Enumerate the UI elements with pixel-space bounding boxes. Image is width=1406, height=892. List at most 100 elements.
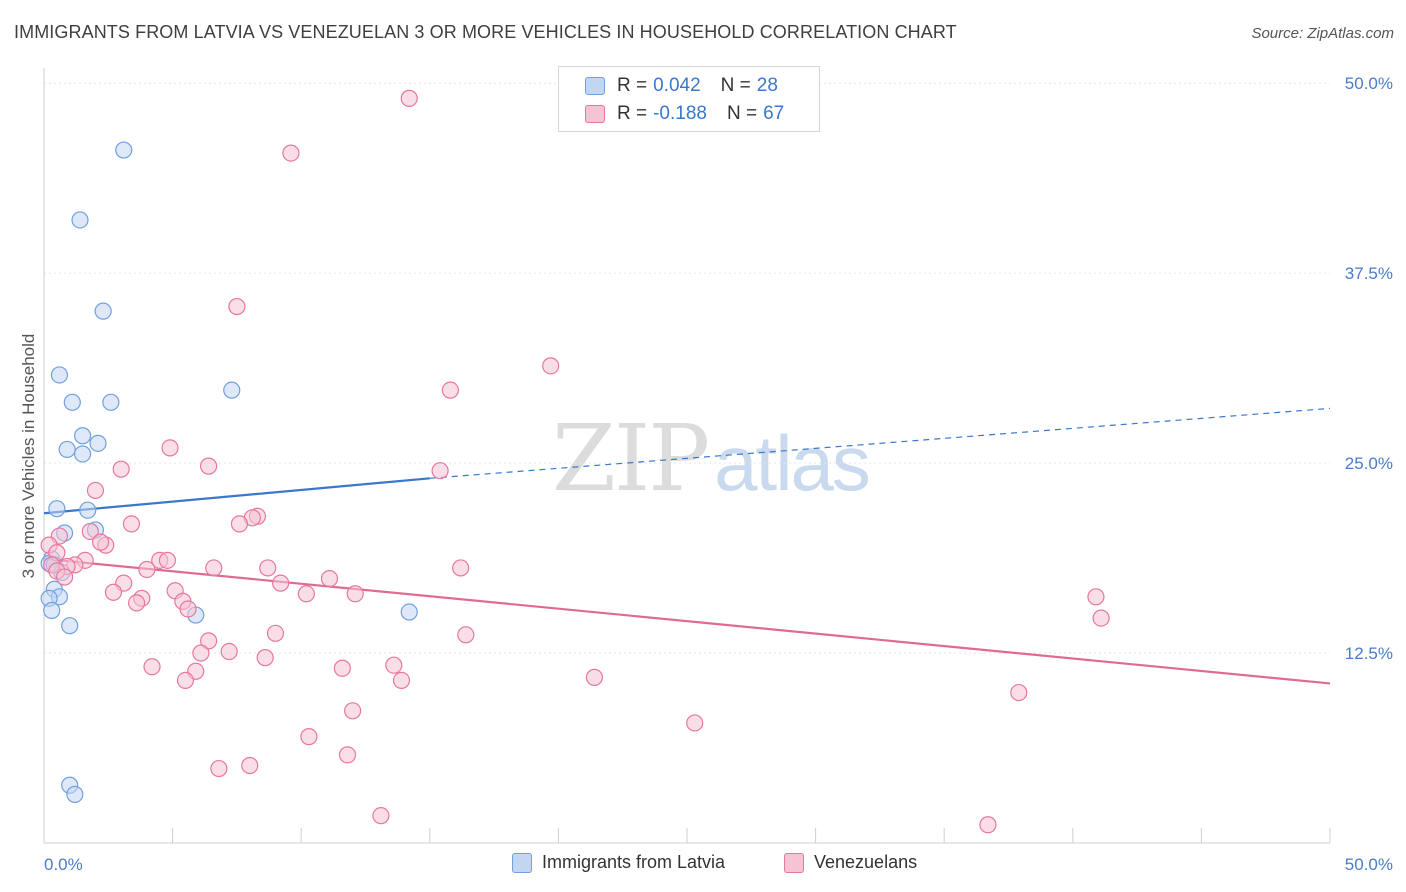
legend-row-latvia: R = 0.042 N = 28: [585, 73, 778, 99]
venezuela-point: [1092, 609, 1110, 627]
venezuela-point: [192, 644, 210, 662]
x-tick-label-max: 50.0%: [1345, 855, 1393, 874]
legend-swatch-latvia: [585, 77, 605, 95]
venezuela-points: [40, 89, 1110, 834]
trend-lines: [43, 407, 1331, 685]
venezuela-point: [127, 594, 146, 612]
venezuela-point: [176, 671, 195, 690]
venezuela-point: [200, 457, 218, 475]
legend-n-label: N =: [726, 103, 758, 124]
latvia-point: [71, 211, 89, 229]
latvia-point: [79, 501, 97, 519]
venezuela-point: [372, 807, 390, 825]
venezuela-point: [431, 462, 449, 480]
venezuela-point: [338, 746, 357, 764]
venezuela-point: [210, 759, 228, 778]
trend-line-solid: [43, 557, 1331, 685]
y-tick-label: 50.0%: [1345, 74, 1393, 93]
venezuela-point: [333, 659, 351, 677]
venezuela-point: [979, 816, 997, 834]
venezuela-point: [259, 559, 277, 577]
legend-r-value: -0.188: [653, 103, 707, 124]
venezuela-point: [104, 583, 123, 601]
venezuela-point: [542, 357, 560, 375]
legend-r-value: 0.042: [653, 75, 701, 96]
latvia-points: [40, 141, 418, 803]
latvia-point: [94, 302, 112, 320]
venezuela-point: [385, 656, 403, 674]
venezuela-point: [122, 515, 141, 533]
axes: [43, 68, 1330, 844]
venezuela-point: [457, 626, 475, 644]
latvia-point: [50, 366, 69, 384]
venezuela-point: [55, 568, 74, 586]
legend-r-label: R =: [617, 103, 648, 124]
venezuela-point: [205, 559, 223, 577]
venezuela-point: [138, 560, 156, 579]
y-axis-label: 3 or more Vehicles in Household: [19, 334, 38, 579]
venezuela-point: [220, 642, 238, 661]
venezuela-point: [112, 460, 130, 478]
venezuela-point: [346, 585, 364, 603]
latvia-point: [63, 393, 81, 411]
bottom-legend-venezuela: Venezuelans: [784, 852, 917, 873]
grid-lines: [44, 82, 1330, 654]
venezuela-point: [266, 624, 285, 642]
legend-n-label: N =: [720, 75, 751, 96]
x-ticks: [43, 828, 1331, 843]
venezuela-point: [297, 585, 315, 603]
legend-r-label: R =: [617, 75, 648, 96]
latvia-point: [400, 603, 418, 621]
latvia-point: [223, 381, 241, 399]
bottom-legend-label-venezuela: Venezuelans: [814, 852, 918, 872]
venezuela-point: [158, 551, 177, 569]
venezuela-point: [272, 574, 290, 592]
legend-n-value: 28: [756, 75, 778, 96]
stats-legend: R = 0.042 N = 28 R = -0.188 N = 67: [558, 66, 820, 132]
source-label: Source: ZipAtlas.com: [1251, 25, 1394, 42]
chart-title: IMMIGRANTS FROM LATVIA VS VENEZUELAN 3 O…: [14, 22, 957, 42]
venezuela-point: [81, 522, 99, 541]
y-tick-label: 37.5%: [1345, 264, 1393, 283]
venezuela-point: [86, 481, 105, 500]
latvia-point: [66, 785, 84, 803]
venezuela-point: [400, 89, 418, 107]
venezuela-point: [282, 144, 300, 162]
venezuela-point: [1010, 683, 1028, 702]
venezuela-point: [161, 439, 179, 457]
latvia-point: [43, 601, 61, 620]
venezuela-point: [392, 671, 411, 690]
latvia-point: [48, 500, 66, 518]
venezuela-point: [143, 658, 161, 676]
venezuela-point: [228, 297, 246, 316]
venezuela-point: [441, 381, 459, 399]
x-tick-label-min: 0.0%: [44, 855, 83, 874]
venezuela-point: [300, 728, 318, 746]
legend-n-value: 67: [763, 103, 785, 124]
legend-row-venezuela: R = -0.188 N = 67: [585, 101, 784, 127]
bottom-legend-label-latvia: Immigrants from Latvia: [542, 852, 726, 872]
latvia-point: [58, 440, 76, 459]
venezuela-point: [686, 714, 704, 732]
y-tick-label: 12.5%: [1345, 644, 1393, 663]
legend-swatch-venezuela: [585, 105, 605, 123]
latvia-point: [89, 434, 107, 452]
venezuela-point: [179, 600, 197, 618]
venezuela-point: [241, 756, 259, 775]
venezuela-point: [230, 515, 249, 533]
venezuela-point: [1087, 588, 1105, 606]
y-tick-label: 25.0%: [1345, 454, 1393, 473]
trend-line-dashed: [429, 407, 1331, 479]
venezuela-point: [200, 632, 218, 650]
venezuela-point: [452, 559, 470, 577]
latvia-point: [73, 427, 92, 445]
venezuela-point: [320, 569, 339, 588]
y-tick-labels: 12.5% 25.0% 37.5% 50.0%: [1345, 74, 1393, 663]
venezuela-point: [585, 668, 604, 686]
latvia-point: [61, 617, 79, 635]
bottom-legend-swatch-venezuela: [784, 852, 804, 873]
venezuela-point: [344, 702, 362, 720]
bottom-legend-swatch-latvia: [512, 852, 532, 873]
latvia-point: [73, 445, 92, 463]
